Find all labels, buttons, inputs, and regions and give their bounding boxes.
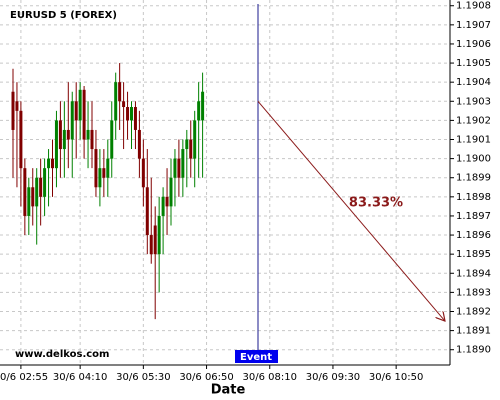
grid bbox=[0, 0, 450, 365]
y-tick-label: 1.1896 bbox=[456, 230, 491, 241]
candle-body bbox=[51, 158, 54, 169]
candle-body bbox=[27, 187, 31, 216]
candle-body bbox=[70, 101, 74, 140]
y-tick-label: 1.1901 bbox=[456, 135, 491, 146]
y-tick-label: 1.1903 bbox=[456, 96, 491, 107]
y-tick-label: 1.1898 bbox=[456, 192, 491, 203]
y-tick-label: 1.1891 bbox=[456, 326, 491, 337]
candle-body bbox=[19, 110, 23, 169]
candle-body bbox=[78, 89, 82, 121]
chart-title: EURUSD 5 (FOREX) bbox=[10, 10, 117, 21]
candle-body bbox=[169, 177, 173, 207]
y-tick-label: 1.1900 bbox=[456, 154, 491, 165]
candle-body bbox=[197, 101, 201, 121]
y-tick-label: 1.1908 bbox=[456, 1, 491, 12]
candle-body bbox=[137, 129, 141, 159]
y-tick-label: 1.1899 bbox=[456, 173, 491, 184]
candle-body bbox=[31, 187, 35, 207]
y-tick-label: 1.1894 bbox=[456, 268, 491, 279]
y-tick-label: 1.1907 bbox=[456, 20, 491, 31]
candle-body bbox=[181, 149, 185, 178]
candle-body bbox=[122, 101, 126, 108]
y-tick-label: 1.1890 bbox=[456, 345, 491, 356]
x-tick-label: 30/6 02:55 bbox=[0, 372, 48, 383]
candle-body bbox=[62, 129, 66, 150]
candle-body bbox=[86, 129, 90, 140]
x-axis-title: Date bbox=[211, 383, 246, 398]
candle-body bbox=[110, 120, 114, 159]
y-tick-label: 1.1906 bbox=[456, 39, 491, 50]
candle-body bbox=[130, 107, 133, 121]
watermark: www.delkos.com bbox=[15, 349, 109, 360]
candle-body bbox=[114, 82, 118, 121]
x-tick-label: 30/6 05:30 bbox=[116, 372, 170, 383]
candle-body bbox=[118, 82, 122, 102]
candle-body bbox=[126, 107, 130, 121]
candle-body bbox=[94, 149, 98, 188]
y-tick-label: 1.1893 bbox=[456, 287, 491, 298]
candle-body bbox=[106, 158, 110, 178]
candle-body bbox=[201, 91, 205, 121]
forecast-arrow bbox=[257, 100, 445, 321]
x-tick-label: 30/6 08:10 bbox=[243, 372, 297, 383]
x-tick-label: 30/6 04:10 bbox=[53, 372, 107, 383]
candle-body bbox=[43, 168, 47, 197]
candle-body bbox=[39, 177, 43, 197]
candle-body bbox=[157, 215, 161, 255]
event-label: Event bbox=[240, 352, 272, 363]
candle-body bbox=[193, 120, 197, 159]
candle-body bbox=[141, 158, 145, 188]
candle-body bbox=[15, 101, 19, 111]
x-tick-label: 30/6 10:50 bbox=[369, 372, 423, 383]
x-tick-label: 30/6 09:30 bbox=[306, 372, 360, 383]
candle-body bbox=[177, 158, 181, 178]
candle-body bbox=[98, 168, 102, 188]
candle-body bbox=[74, 101, 78, 121]
candle-body bbox=[90, 129, 94, 150]
candle-body bbox=[161, 196, 165, 216]
x-tick-label: 30/6 06:50 bbox=[179, 372, 233, 383]
candle-body bbox=[82, 89, 86, 140]
candle-body bbox=[133, 107, 137, 130]
y-tick-label: 1.1904 bbox=[456, 77, 491, 88]
candle-body bbox=[153, 225, 157, 255]
candles bbox=[11, 63, 205, 320]
candle-body bbox=[58, 120, 62, 150]
y-tick-label: 1.1892 bbox=[456, 306, 491, 317]
y-tick-label: 1.1902 bbox=[456, 115, 491, 126]
candle-body bbox=[149, 235, 153, 255]
y-tick-label: 1.1905 bbox=[456, 58, 491, 69]
candle-body bbox=[145, 187, 149, 236]
candle-body bbox=[54, 120, 58, 169]
candle-body bbox=[47, 158, 51, 169]
candle-body bbox=[66, 129, 70, 140]
y-tick-label: 1.1895 bbox=[456, 249, 491, 260]
forecast-label: 83.33% bbox=[349, 196, 403, 211]
y-tick-label: 1.1897 bbox=[456, 211, 491, 222]
candle-body bbox=[23, 168, 27, 216]
candle-body bbox=[165, 196, 169, 207]
candle-body bbox=[35, 177, 39, 207]
candle-body bbox=[11, 91, 15, 130]
event-box bbox=[235, 350, 278, 363]
candle-body bbox=[102, 168, 106, 178]
candle-body bbox=[173, 158, 177, 178]
candle-body bbox=[189, 139, 193, 159]
candle-body bbox=[185, 139, 189, 150]
